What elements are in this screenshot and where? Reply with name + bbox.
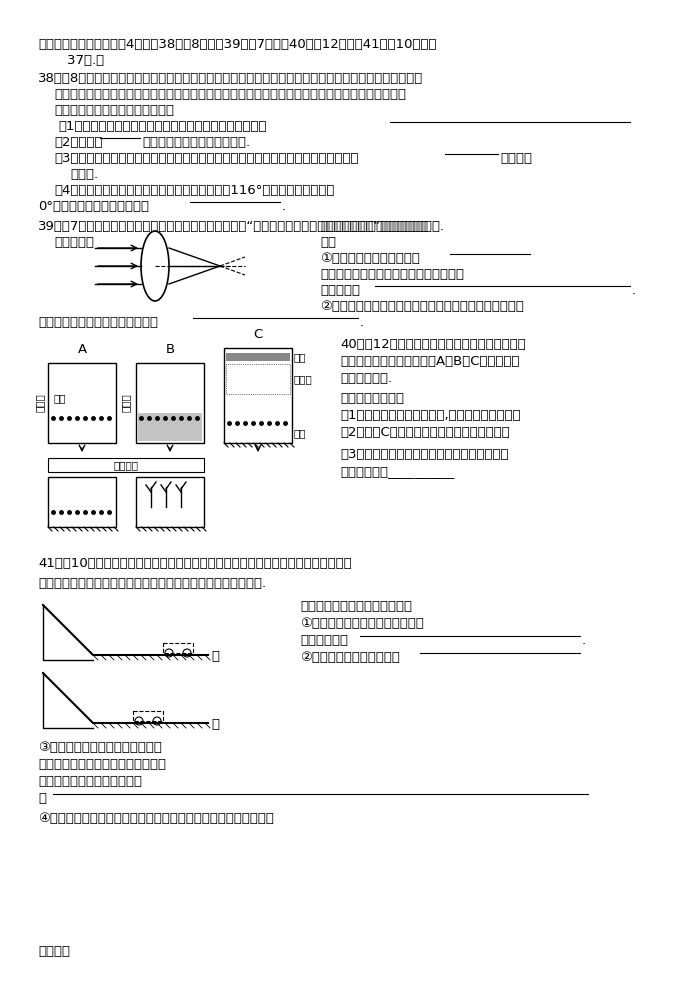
- Text: 40、（12分）为了研究种子萩发所需的条件，某: 40、（12分）为了研究种子萩发所需的条件，某: [340, 338, 525, 351]
- Bar: [224, 348, 292, 443]
- Text: （3）据你所知，种子的萩发除了水分之外，还: （3）据你所知，种子的萩发除了水分之外，还: [340, 448, 509, 461]
- Text: 来计算.: 来计算.: [70, 168, 98, 181]
- Text: 想光滑的材料，当小车从斜面滑下，: 想光滑的材料，当小车从斜面滑下，: [38, 758, 166, 771]
- Text: 干燥筱: 干燥筱: [35, 394, 45, 412]
- Bar: [138, 413, 202, 441]
- Text: 的依据是：: 的依据是：: [320, 284, 360, 297]
- Text: 下来原因是：: 下来原因是：: [300, 634, 348, 647]
- Text: 油层: 油层: [294, 352, 306, 362]
- Text: ②这个实验所研究的目的是: ②这个实验所研究的目的是: [300, 651, 400, 664]
- Text: A: A: [77, 343, 87, 356]
- Text: 是: 是: [38, 792, 46, 805]
- Bar: [48, 477, 116, 527]
- Text: 三、分析计算题（本题关4小题，38小题8分，笹39小题7分，笹40小颀12分，笹41小颀10分，共: 三、分析计算题（本题关4小题，38小题8分，笹39小题7分，笹40小颀12分，笹…: [38, 38, 436, 51]
- Text: 问：: 问：: [320, 236, 336, 249]
- Text: 眼睛所产生: 眼睛所产生: [54, 236, 94, 249]
- Text: 眼镜，此眼镜对光线有什么作用？: 眼镜，此眼镜对光线有什么作用？: [38, 316, 158, 329]
- Text: 则小车在平面上的运动情况将: 则小车在平面上的运动情况将: [38, 775, 142, 788]
- Text: （1）一天中，使窗户影子的大小和位置发生变化的原因是: （1）一天中，使窗户影子的大小和位置发生变化的原因是: [58, 120, 266, 133]
- Bar: [133, 711, 163, 721]
- Text: 出了下列问题，请帮助分析回答：: 出了下列问题，请帮助分析回答：: [54, 104, 174, 117]
- Text: .: .: [632, 284, 636, 297]
- Text: .: .: [282, 200, 286, 213]
- Bar: [48, 458, 204, 472]
- Text: （2）装置C中水的表面加上一层油膜的目的是: （2）装置C中水的表面加上一层油膜的目的是: [340, 426, 509, 439]
- Text: .: .: [360, 316, 364, 329]
- Text: 们置于阳光下.: 们置于阳光下.: [340, 372, 392, 385]
- Text: 煮沸水: 煮沸水: [294, 374, 313, 384]
- Text: 0°），则两地的日出时刻相差: 0°），则两地的日出时刻相差: [38, 200, 149, 213]
- Text: 39、（7分）惜阴学校的徐老师，近日发现自己的眼睛：“看远处能看得清，正常看书有叠影”，并对自己的: 39、（7分）惜阴学校的徐老师，近日发现自己的眼睛：“看远处能看得清，正常看书有…: [38, 220, 429, 233]
- Bar: [136, 477, 204, 527]
- Text: 参考答案: 参考答案: [38, 945, 70, 958]
- Text: ①小车在平面上运动一段距离后停: ①小车在平面上运动一段距离后停: [300, 617, 424, 630]
- Text: ①这位徐老师的视力已患上: ①这位徐老师的视力已患上: [320, 252, 420, 265]
- Text: 北京市某校李红同学发现：阳光照射下家里的窗户影子的大小和位置都随时间发生变化，于是他就提: 北京市某校李红同学发现：阳光照射下家里的窗户影子的大小和位置都随时间发生变化，于…: [54, 88, 406, 101]
- Text: 小车分别在两斜面同一高度上自由滑下，然后停在如图的位置上.: 小车分别在两斜面同一高度上自由滑下，然后停在如图的位置上.: [38, 577, 266, 590]
- Text: ③上述实验中，若平面选取的是理: ③上述实验中，若平面选取的是理: [38, 741, 162, 754]
- Text: 甲: 甲: [211, 650, 219, 663]
- Text: 37分.）: 37分.）: [50, 54, 104, 67]
- Text: 种子: 种子: [294, 428, 306, 438]
- Text: （填写：远视眼或近视眼），你作出判断: （填写：远视眼或近视眼），你作出判断: [320, 268, 464, 281]
- Text: （4）北京和英国伦敦的经度不同（北京的经度是116°，英国伦敦的经度是: （4）北京和英国伦敦的经度不同（北京的经度是116°，英国伦敦的经度是: [54, 184, 334, 197]
- Bar: [136, 363, 204, 443]
- Text: ②若要使徐老师能在正常情况下看书写字，你认为应购买: ②若要使徐老师能在正常情况下看书写字，你认为应购买: [320, 300, 524, 313]
- Text: 请回答下列问题：: 请回答下列问题：: [340, 392, 404, 405]
- Text: 同学设计了如下三个实验（A、B、C），并把它: 同学设计了如下三个实验（A、B、C），并把它: [340, 355, 519, 368]
- Text: 根据上述的实验现象，请回答：: 根据上述的实验现象，请回答：: [300, 600, 412, 613]
- Text: B: B: [165, 343, 174, 356]
- Text: 日的楼影: 日的楼影: [500, 152, 532, 165]
- Bar: [226, 353, 290, 361]
- Bar: [226, 364, 290, 394]
- Text: 温度筱: 温度筱: [121, 394, 131, 412]
- Text: 需要的条件是__________: 需要的条件是__________: [340, 465, 455, 478]
- Text: （3）为了使底层住户的窗台全年都有阳光照射到，我国两幢居民楼之间的距离应依据: （3）为了使底层住户的窗台全年都有阳光照射到，我国两幢居民楼之间的距离应依据: [54, 152, 359, 165]
- Text: 41、（10分）如右图甲、乙中，两斜面相同、平面上的材料分别为木板和棉布，一辆: 41、（10分）如右图甲、乙中，两斜面相同、平面上的材料分别为木板和棉布，一辆: [38, 557, 352, 570]
- Text: 的现象作出如右图所示的折光系统.: 的现象作出如右图所示的折光系统.: [320, 220, 444, 233]
- Text: 38、（8分）由于地球自转和公转运动时，地轴总是指向北极星附近，使地球表面产生了很多奇妙的现象，: 38、（8分）由于地球自转和公转运动时，地轴总是指向北极星附近，使地球表面产生了…: [38, 72, 423, 85]
- Text: 一周以后: 一周以后: [113, 460, 138, 470]
- Text: （1）要证明种子萩发需要水,应比较哪两个装置？: （1）要证明种子萩发需要水,应比较哪两个装置？: [340, 409, 521, 422]
- Bar: [48, 363, 116, 443]
- Text: ④根据上述实验现象分析与科学的推理，你会得到什么样的结论？: ④根据上述实验现象分析与科学的推理，你会得到什么样的结论？: [38, 812, 274, 825]
- Text: （2）北京市: （2）北京市: [54, 136, 102, 149]
- Text: （填：有或无）阳光直射机会.: （填：有或无）阳光直射机会.: [142, 136, 250, 149]
- Text: .: .: [582, 634, 586, 647]
- Text: C: C: [254, 328, 263, 341]
- Bar: [163, 643, 193, 653]
- Text: 种子: 种子: [53, 393, 65, 403]
- Text: 乙: 乙: [211, 718, 219, 731]
